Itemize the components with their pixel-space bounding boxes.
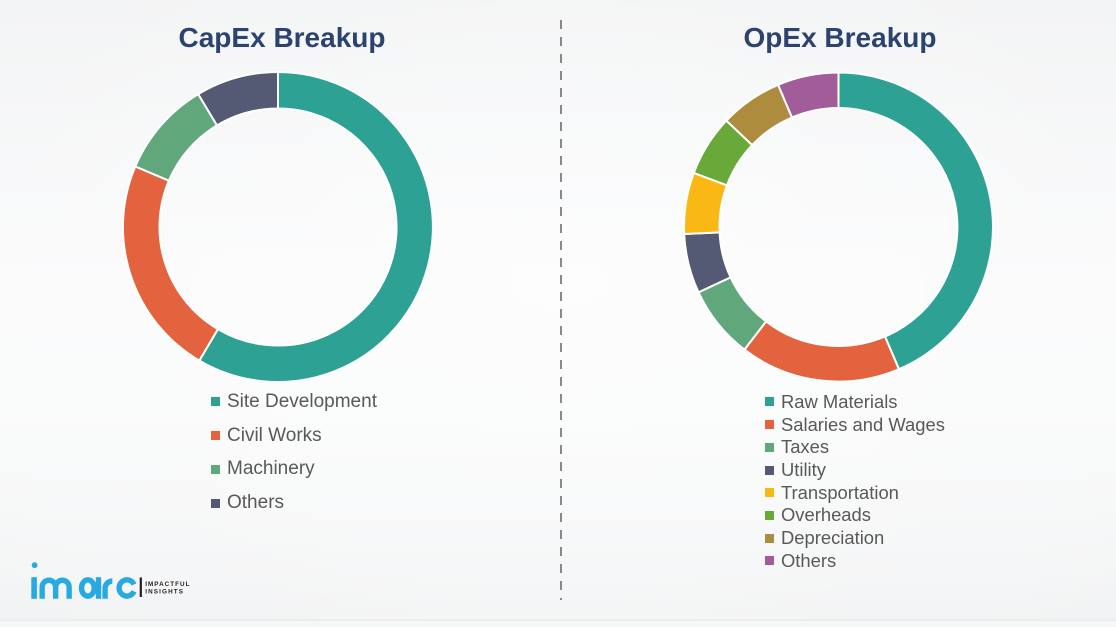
svg-text:INSIGHTS: INSIGHTS (145, 588, 184, 595)
svg-text:IMPACTFUL: IMPACTFUL (145, 581, 190, 588)
